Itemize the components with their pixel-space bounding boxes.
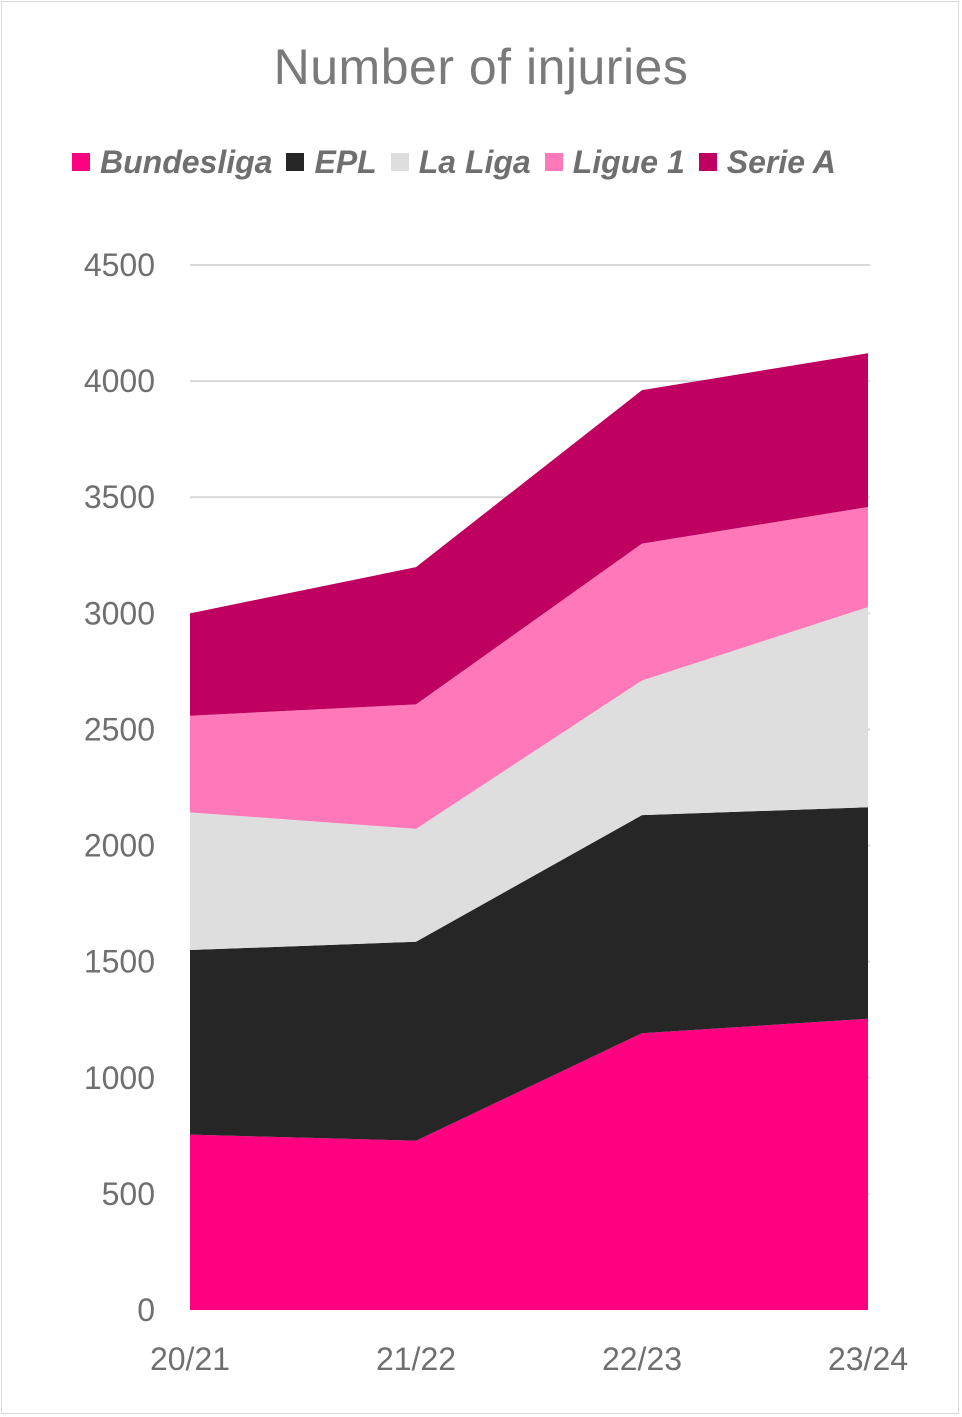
legend-item: Bundesliga [72,144,272,181]
area-serie-a [190,353,868,716]
x-axis-ticks: 20/21 21/22 22/23 23/24 [150,1341,908,1377]
y-tick-label: 0 [137,1292,155,1328]
chart-legend: Bundesliga EPL La Liga Ligue 1 Serie A [72,140,850,184]
y-tick-label: 3000 [84,595,155,631]
y-tick-label: 1500 [84,944,155,980]
y-tick-label: 3500 [84,479,155,515]
x-tick-label: 20/21 [150,1341,230,1377]
y-tick-label: 4000 [84,363,155,399]
y-tick-label: 1000 [84,1060,155,1096]
y-axis-ticks: 0 500 1000 1500 2000 2500 3000 3500 4000 4500 [84,247,155,1328]
legend-label: Bundesliga [100,143,273,180]
legend-item: Serie A [698,143,836,181]
y-tick-label: 2500 [84,711,155,747]
legend-item: La Liga [390,143,531,181]
legend-swatch [544,153,563,171]
y-tick-label: 4500 [84,247,155,283]
area-series [190,353,868,1310]
chart-title: Number of injuries [273,39,689,95]
legend-label: EPL [314,143,377,180]
legend-swatch [390,153,409,171]
x-tick-label: 23/24 [828,1341,908,1377]
legend-swatch [698,153,717,171]
legend-item: EPL [286,143,377,181]
y-tick-label: 500 [102,1176,155,1212]
area-epl [190,807,868,1141]
x-tick-label: 21/22 [376,1341,456,1377]
legend-swatch [286,153,305,171]
y-tick-label: 2000 [84,828,155,864]
legend-label: Ligue 1 [572,143,685,180]
legend-label: Serie A [726,143,836,180]
area-la-liga [190,607,868,951]
area-bundesliga [190,1018,868,1310]
area-ligue-1 [190,506,868,829]
legend-swatch [72,153,90,171]
legend-label: La Liga [418,143,531,180]
x-tick-label: 22/23 [602,1341,682,1377]
legend-item: Ligue 1 [544,143,685,181]
